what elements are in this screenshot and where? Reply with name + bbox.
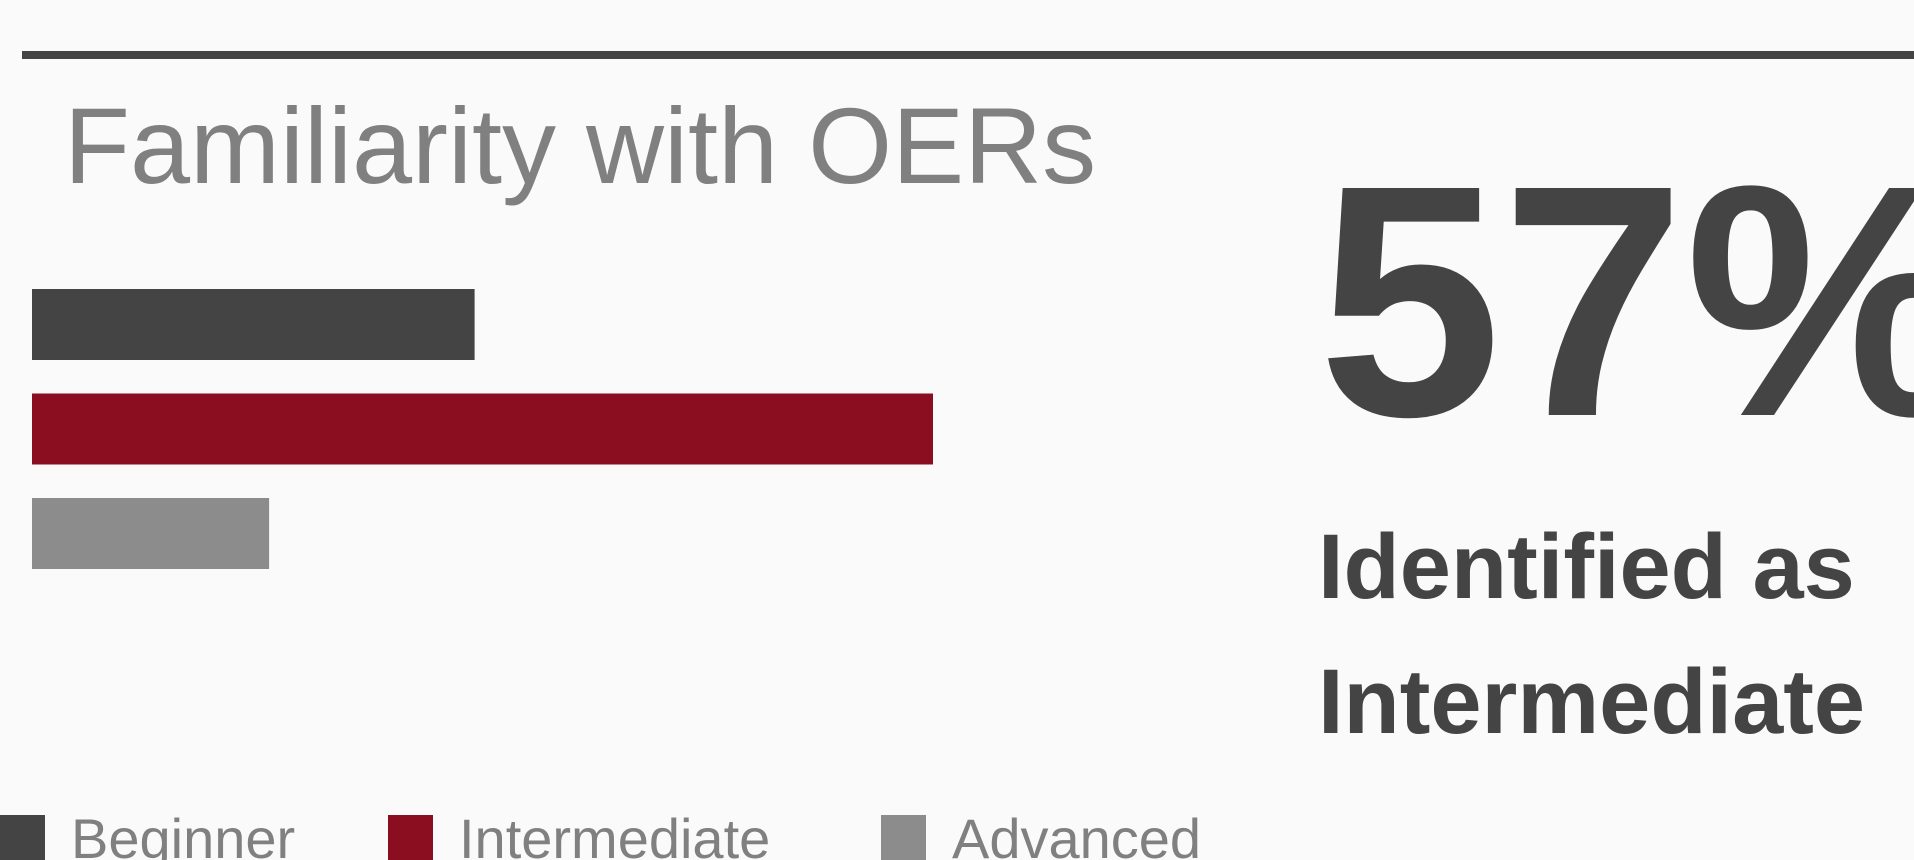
top-rule [22,51,1914,59]
chart-title: Familiarity with OERs [64,85,1096,206]
legend-label: Advanced [952,807,1201,860]
callout-text: Identified as [1318,516,1855,618]
callout-text: Intermediate [1318,651,1865,753]
bar [32,393,933,465]
bar [32,498,270,569]
legend-label: Beginner [71,807,295,860]
legend-label: Intermediate [459,807,770,860]
bar [32,289,475,360]
legend-swatch [0,815,45,860]
callout-value: 57% [1318,116,1914,485]
legend-swatch [388,815,433,860]
legend-swatch [881,815,926,860]
